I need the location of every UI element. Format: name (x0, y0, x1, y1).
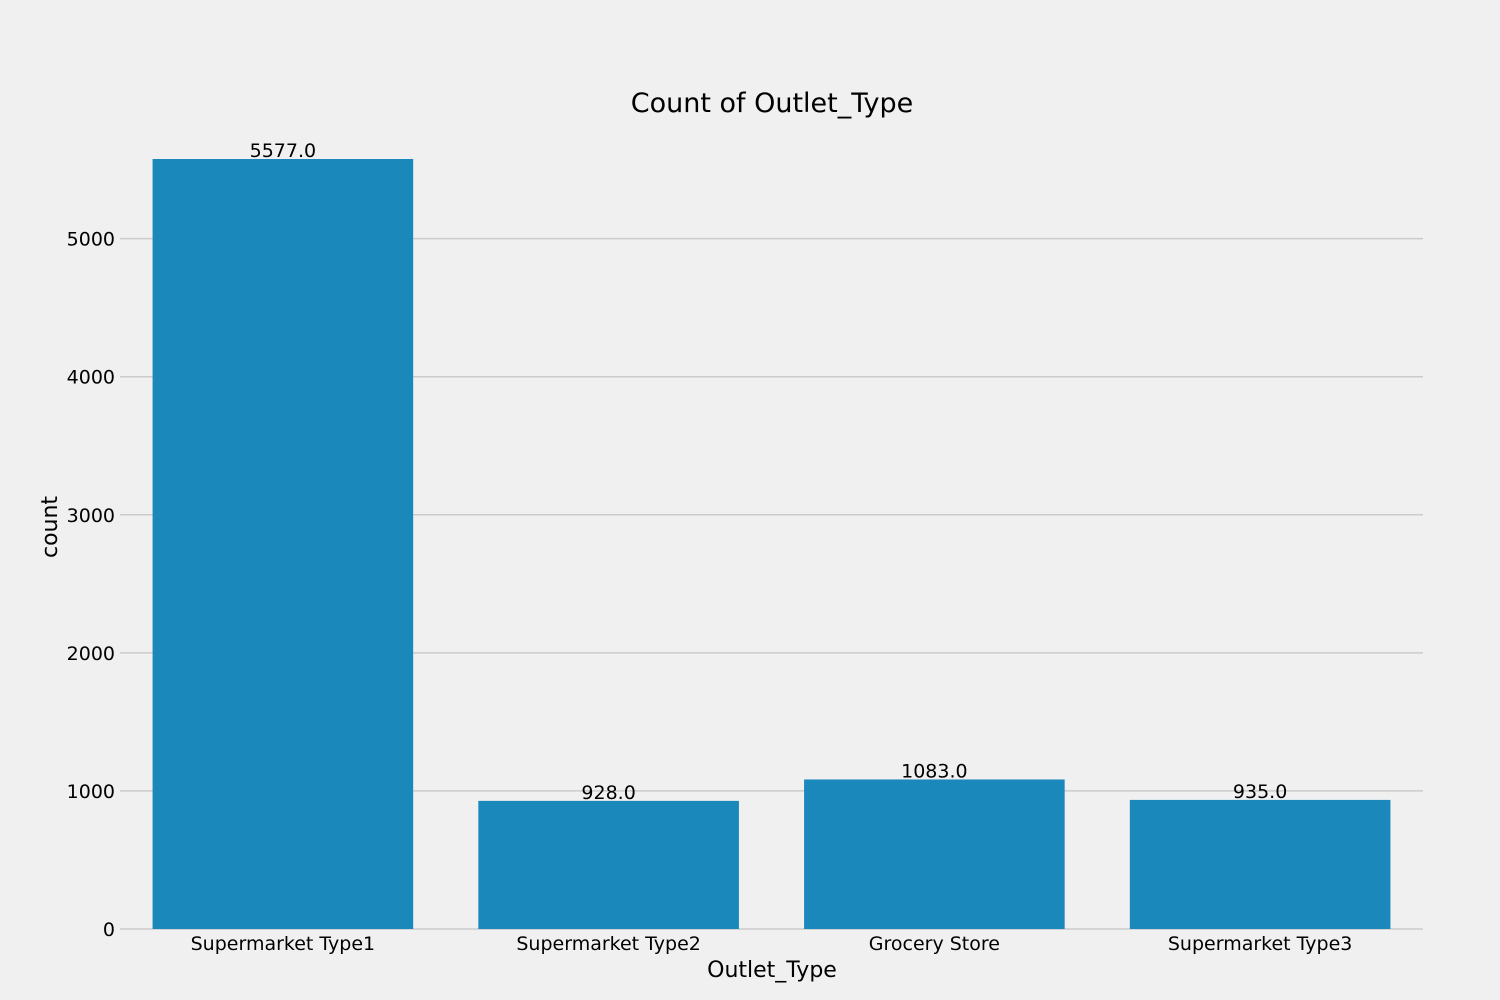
y-axis-label: count (38, 496, 63, 558)
data-labels: 5577.0 928.0 1083.0 935.0 (250, 140, 1288, 804)
data-label: 5577.0 (250, 140, 316, 162)
x-tick-label: Supermarket Type1 (191, 933, 376, 955)
y-tick-label: 1000 (67, 781, 115, 803)
bars (152, 159, 1391, 929)
data-label: 1083.0 (901, 760, 967, 782)
data-label: 935.0 (1233, 781, 1287, 803)
y-tick-label: 3000 (67, 505, 115, 527)
data-label: 928.0 (581, 782, 635, 804)
bar (478, 800, 739, 929)
bar (804, 779, 1065, 929)
x-axis-ticks: Supermarket Type1 Supermarket Type2 Grocer… (191, 933, 1353, 955)
x-axis-label: Outlet_Type (707, 958, 837, 983)
y-axis-ticks: 0 1000 2000 3000 4000 5000 (67, 229, 115, 941)
y-tick-label: 2000 (67, 643, 115, 665)
chart-title: Count of Outlet_Type (631, 88, 914, 119)
x-tick-label: Supermarket Type3 (1168, 933, 1353, 955)
y-tick-label: 0 (103, 919, 115, 941)
x-tick-label: Supermarket Type2 (516, 933, 701, 955)
x-tick-label: Grocery Store (869, 933, 1000, 955)
bar (1129, 799, 1391, 929)
y-tick-label: 4000 (67, 367, 115, 389)
bar (152, 159, 414, 929)
y-tick-label: 5000 (67, 229, 115, 251)
